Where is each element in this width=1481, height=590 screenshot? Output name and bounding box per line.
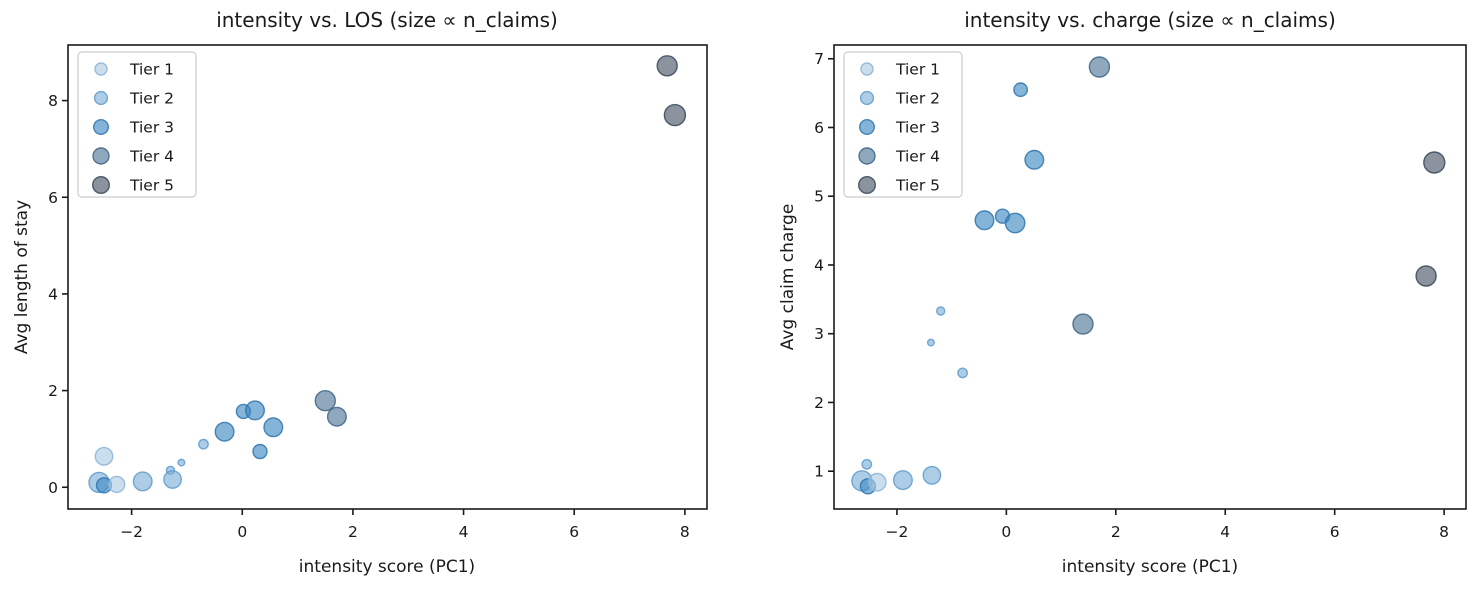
legend-label: Tier 5 bbox=[129, 177, 174, 195]
y-tick-label: 1 bbox=[814, 463, 824, 481]
data-point-tier3 bbox=[1013, 82, 1028, 98]
legend-marker-tier5 bbox=[858, 175, 877, 194]
y-tick-label: 7 bbox=[814, 50, 824, 68]
x-tick-label: 2 bbox=[1111, 523, 1121, 541]
legend-label: Tier 1 bbox=[129, 61, 174, 79]
plot-charge-points bbox=[851, 56, 1446, 495]
legend-marker-tier1 bbox=[860, 62, 874, 76]
data-point-tier1 bbox=[867, 472, 887, 492]
data-point-tier2 bbox=[957, 367, 968, 379]
data-point-tier4 bbox=[314, 390, 336, 412]
plot-charge-ylabel: Avg claim charge bbox=[778, 204, 798, 351]
x-tick-label: 4 bbox=[1220, 523, 1230, 541]
plot-charge-xlabel: intensity score (PC1) bbox=[1062, 557, 1238, 577]
x-tick-label: 0 bbox=[237, 523, 247, 541]
y-tick-label: 2 bbox=[48, 382, 58, 400]
data-point-tier3 bbox=[214, 421, 235, 442]
x-tick-label: 8 bbox=[680, 523, 690, 541]
data-point-tier3 bbox=[252, 443, 268, 460]
plot-charge-spines bbox=[833, 44, 1467, 510]
data-point-tier1 bbox=[94, 446, 114, 466]
legend-label: Tier 3 bbox=[895, 119, 940, 137]
plot-los-ticks: −2 0 2 4 6 8 0 2 4 6 8 bbox=[48, 92, 690, 541]
plot-los: intensity vs. LOS (size ∝ n_claims) −2 0 2… bbox=[12, 8, 708, 577]
y-tick-label: 2 bbox=[814, 394, 824, 412]
x-tick-label: 0 bbox=[1001, 523, 1011, 541]
y-tick-label: 3 bbox=[814, 325, 824, 343]
y-tick-label: 4 bbox=[814, 256, 824, 274]
plot-los-legend: Tier 1 Tier 2 Tier 3 Tier 4 Tier 5 bbox=[77, 51, 197, 198]
plot-charge-legend: Tier 1 Tier 2 Tier 3 Tier 4 Tier 5 bbox=[843, 51, 963, 198]
data-point-tier2 bbox=[163, 470, 183, 489]
legend-marker-tier3 bbox=[92, 118, 109, 135]
data-point-tier3 bbox=[1024, 149, 1045, 170]
data-point-tier3 bbox=[244, 400, 265, 421]
legend-marker-tier5 bbox=[91, 175, 110, 194]
y-tick-label: 4 bbox=[48, 285, 58, 303]
plot-charge-title: intensity vs. charge (size ∝ n_claims) bbox=[964, 8, 1336, 32]
x-tick-label: 4 bbox=[459, 523, 469, 541]
data-point-tier5 bbox=[656, 55, 678, 77]
legend-marker-tier2 bbox=[859, 90, 875, 106]
legend-label: Tier 4 bbox=[895, 148, 940, 166]
data-point-tier4 bbox=[326, 406, 347, 427]
x-tick-label: 8 bbox=[1439, 523, 1449, 541]
legend-label: Tier 4 bbox=[129, 148, 174, 166]
x-tick-label: −2 bbox=[120, 523, 143, 541]
x-tick-label: 6 bbox=[569, 523, 579, 541]
legend-label: Tier 2 bbox=[895, 90, 940, 108]
legend-marker-tier4 bbox=[858, 147, 876, 165]
data-point-tier2 bbox=[922, 465, 942, 485]
legend-label: Tier 2 bbox=[129, 90, 174, 108]
data-point-tier4 bbox=[1088, 56, 1111, 78]
data-point-tier3 bbox=[1004, 212, 1026, 234]
data-point-tier4 bbox=[1072, 313, 1094, 335]
legend-marker-tier1 bbox=[94, 62, 108, 76]
legend-label: Tier 5 bbox=[895, 177, 940, 195]
data-point-tier5 bbox=[1415, 265, 1437, 287]
legend-label: Tier 3 bbox=[129, 119, 174, 137]
data-point-tier2 bbox=[861, 458, 873, 470]
plot-charge: intensity vs. charge (size ∝ n_claims) −… bbox=[778, 8, 1467, 577]
y-tick-label: 0 bbox=[48, 479, 58, 497]
data-point-tier2 bbox=[892, 470, 913, 491]
data-point-tier1 bbox=[107, 475, 126, 494]
legend-marker-tier2 bbox=[93, 90, 109, 106]
y-tick-label: 5 bbox=[814, 188, 824, 206]
data-point-tier2 bbox=[926, 338, 935, 347]
x-tick-label: −2 bbox=[885, 523, 908, 541]
x-tick-label: 6 bbox=[1330, 523, 1340, 541]
plot-los-ylabel: Avg length of stay bbox=[12, 200, 32, 354]
plot-charge-ticks: −2 0 2 4 6 8 1 2 3 4 5 6 7 bbox=[814, 50, 1449, 541]
data-point-tier2 bbox=[936, 306, 946, 316]
legend-marker-tier3 bbox=[859, 118, 876, 135]
data-point-tier2 bbox=[198, 438, 209, 450]
legend-label: Tier 1 bbox=[895, 61, 940, 79]
y-tick-label: 6 bbox=[48, 189, 58, 207]
x-tick-label: 2 bbox=[348, 523, 358, 541]
data-point-tier2 bbox=[177, 458, 186, 467]
plot-los-spines bbox=[67, 44, 708, 510]
data-point-tier3 bbox=[974, 210, 995, 231]
data-point-tier2 bbox=[132, 471, 153, 492]
data-point-tier5 bbox=[1423, 151, 1446, 174]
data-point-tier3 bbox=[263, 417, 284, 438]
legend-marker-tier4 bbox=[92, 147, 110, 165]
data-point-tier5 bbox=[663, 103, 687, 127]
y-tick-label: 8 bbox=[48, 92, 58, 110]
plot-los-xlabel: intensity score (PC1) bbox=[299, 557, 475, 577]
y-tick-label: 6 bbox=[814, 119, 824, 137]
plot-los-title: intensity vs. LOS (size ∝ n_claims) bbox=[216, 8, 558, 32]
plot-los-points bbox=[88, 55, 687, 494]
